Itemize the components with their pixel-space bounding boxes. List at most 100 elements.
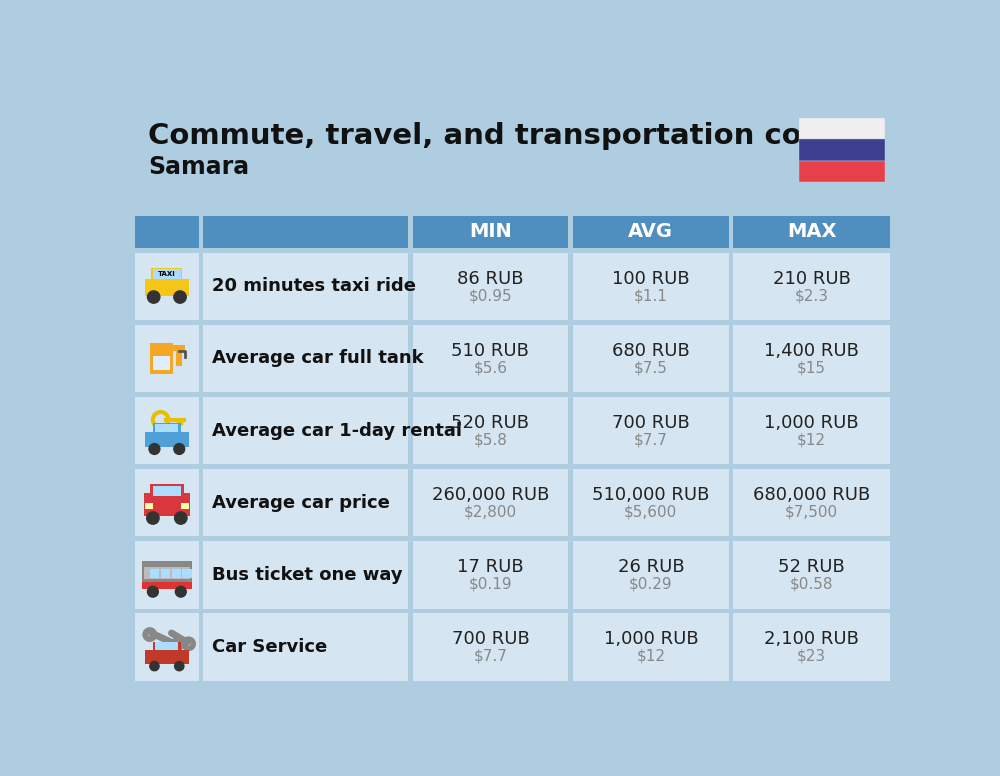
Bar [153,486,181,497]
Bar [142,583,192,589]
Bar [135,252,199,320]
Bar [153,268,181,279]
Bar [203,469,408,536]
Text: Samara: Samara [148,155,249,179]
Bar [733,252,890,320]
Bar [151,268,182,280]
Text: 520 RUB: 520 RUB [451,414,529,431]
Bar [573,216,729,248]
Bar [145,279,189,296]
Circle shape [175,661,184,670]
Bar [150,343,173,374]
Bar [142,561,192,589]
Text: $2.3: $2.3 [795,288,829,303]
Bar [573,252,729,320]
Text: 1,000 RUB: 1,000 RUB [764,414,859,431]
Text: $2,800: $2,800 [464,504,517,519]
Bar [573,469,729,536]
Bar [573,324,729,392]
Text: 1,400 RUB: 1,400 RUB [764,341,859,360]
Bar [155,424,178,432]
Bar [733,216,890,248]
Text: 100 RUB: 100 RUB [612,269,690,288]
Text: AVG: AVG [628,222,673,241]
Text: 680,000 RUB: 680,000 RUB [753,486,870,504]
Text: 260,000 RUB: 260,000 RUB [432,486,549,504]
Bar [135,216,199,248]
Bar [135,613,199,681]
Circle shape [174,291,186,303]
Bar [413,216,568,248]
Text: Average car full tank: Average car full tank [212,349,423,367]
Bar [145,503,153,509]
Bar [733,613,890,681]
Bar [413,324,568,392]
Bar [733,541,890,608]
Text: 680 RUB: 680 RUB [612,341,690,360]
Bar [413,252,568,320]
Bar [733,324,890,392]
Text: 700 RUB: 700 RUB [612,414,690,431]
Text: $12: $12 [636,649,665,663]
Circle shape [175,587,186,597]
Bar [203,541,408,608]
Bar [182,569,192,578]
Bar [799,161,885,182]
Bar [733,397,890,464]
Text: $23: $23 [797,649,826,663]
Bar [135,541,199,608]
Bar [413,469,568,536]
Text: 510,000 RUB: 510,000 RUB [592,486,710,504]
Text: $0.29: $0.29 [629,577,673,591]
Text: $0.19: $0.19 [469,577,512,591]
Text: $5.8: $5.8 [473,432,507,447]
Text: TAXI: TAXI [158,271,176,277]
Circle shape [150,661,159,670]
Bar [150,484,184,495]
Bar [573,541,729,608]
Text: 52 RUB: 52 RUB [778,558,845,576]
Circle shape [147,291,160,303]
Bar [733,469,890,536]
Text: 210 RUB: 210 RUB [773,269,851,288]
Text: 26 RUB: 26 RUB [618,558,684,576]
Text: $5,600: $5,600 [624,504,677,519]
Text: $15: $15 [797,360,826,375]
Bar [799,118,885,140]
Bar [799,140,885,161]
Circle shape [175,512,187,525]
Text: 1,000 RUB: 1,000 RUB [604,630,698,648]
Text: $7,500: $7,500 [785,504,838,519]
Bar [135,469,199,536]
Bar [153,356,170,370]
Text: 86 RUB: 86 RUB [457,269,524,288]
Bar [181,503,189,509]
Bar [135,324,199,392]
Text: $1.1: $1.1 [634,288,668,303]
Text: $5.6: $5.6 [473,360,507,375]
Bar [413,397,568,464]
Text: MIN: MIN [469,222,512,241]
Bar [203,252,408,320]
Bar [413,541,568,608]
Bar [161,569,170,578]
Circle shape [174,444,185,455]
Bar [203,397,408,464]
Bar [176,349,182,366]
Text: Average car 1-day rental: Average car 1-day rental [212,421,462,439]
Text: 17 RUB: 17 RUB [457,558,524,576]
Text: MAX: MAX [787,222,836,241]
Bar [144,567,190,580]
Text: 510 RUB: 510 RUB [451,341,529,360]
Bar [203,613,408,681]
Bar [145,650,189,663]
Text: $0.58: $0.58 [790,577,833,591]
Text: $0.95: $0.95 [469,288,512,303]
Text: Average car price: Average car price [212,494,390,511]
Bar [150,569,159,578]
Bar [573,613,729,681]
Bar [153,643,181,652]
Text: $7.5: $7.5 [634,360,668,375]
Bar [153,423,181,434]
Bar [203,324,408,392]
